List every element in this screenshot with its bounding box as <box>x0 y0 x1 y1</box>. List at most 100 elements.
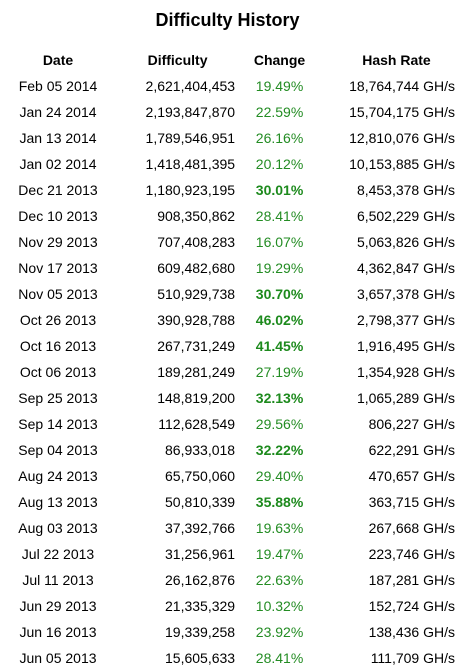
hash-rate-cell: 187,281 GH/s <box>368 572 455 588</box>
difficulty-cell: 37,392,766 <box>165 520 236 536</box>
date-cell: Jun 16 2013 <box>19 624 97 640</box>
hash-rate-cell: 806,227 GH/s <box>368 416 455 432</box>
hash-rate-cell: 138,436 GH/s <box>368 624 455 640</box>
table-row: Jan 24 2014 2,193,847,870 22.59% 15,704,175… <box>6 99 455 125</box>
table-row: Nov 05 2013 510,929,738 30.70% 3,657,378 GH… <box>6 281 455 307</box>
change-cell: 29.40% <box>255 468 304 484</box>
date-cell: Jun 05 2013 <box>19 650 97 666</box>
difficulty-cell: 26,162,876 <box>165 572 236 588</box>
date-cell: Oct 16 2013 <box>19 338 97 354</box>
change-cell: 28.41% <box>255 650 304 666</box>
change-cell: 22.59% <box>255 104 304 120</box>
hash-rate-cell: 622,291 GH/s <box>368 442 455 458</box>
hash-rate-cell: 1,065,289 GH/s <box>356 390 455 406</box>
change-cell: 20.12% <box>255 156 304 172</box>
difficulty-cell: 19,339,258 <box>165 624 236 640</box>
table-row: Oct 26 2013 390,928,788 46.02% 2,798,377 GH… <box>6 307 455 333</box>
date-cell: Aug 03 2013 <box>18 520 98 536</box>
hash-rate-cell: 470,657 GH/s <box>368 468 455 484</box>
difficulty-table: Date Difficulty Change Hash Rate Feb 05 … <box>6 47 455 671</box>
column-header-hash-rate: Hash Rate <box>362 52 431 68</box>
hash-rate-cell: 267,668 GH/s <box>368 520 455 536</box>
table-row: Sep 25 2013 148,819,200 32.13% 1,065,289 GH… <box>6 385 455 411</box>
date-cell: Jun 29 2013 <box>19 598 97 614</box>
difficulty-cell: 707,408,283 <box>157 234 236 250</box>
difficulty-cell: 31,256,961 <box>165 546 236 562</box>
date-cell: Jul 22 2013 <box>21 546 95 562</box>
date-cell: Jan 13 2014 <box>19 130 97 146</box>
date-cell: Nov 05 2013 <box>18 286 98 302</box>
difficulty-cell: 908,350,862 <box>157 208 236 224</box>
change-cell: 19.47% <box>255 546 304 562</box>
difficulty-cell: 1,418,481,395 <box>145 156 236 172</box>
difficulty-cell: 2,621,404,453 <box>145 78 236 94</box>
change-cell: 35.88% <box>255 494 304 510</box>
date-cell: Nov 29 2013 <box>18 234 98 250</box>
date-cell: Jul 11 2013 <box>22 572 94 588</box>
table-row: Aug 03 2013 37,392,766 19.63% 267,668 GH/s <box>6 515 455 541</box>
difficulty-cell: 148,819,200 <box>157 390 236 406</box>
table-row: Dec 21 2013 1,180,923,195 30.01% 8,453,378 … <box>6 177 455 203</box>
difficulty-cell: 50,810,339 <box>165 494 236 510</box>
hash-rate-cell: 223,746 GH/s <box>368 546 455 562</box>
table-row: Jul 22 2013 31,256,961 19.47% 223,746 GH/s <box>6 541 455 567</box>
table-row: Oct 16 2013 267,731,249 41.45% 1,916,495 GH… <box>6 333 455 359</box>
change-cell: 16.07% <box>255 234 304 250</box>
date-cell: Oct 06 2013 <box>19 364 97 380</box>
date-cell: Sep 25 2013 <box>18 390 98 406</box>
table-row: Aug 13 2013 50,810,339 35.88% 363,715 GH/s <box>6 489 455 515</box>
difficulty-cell: 15,605,633 <box>165 650 236 666</box>
table-row: Jun 29 2013 21,335,329 10.32% 152,724 GH/s <box>6 593 455 619</box>
table-row: Aug 24 2013 65,750,060 29.40% 470,657 GH/s <box>6 463 455 489</box>
date-cell: Sep 04 2013 <box>18 442 98 458</box>
hash-rate-cell: 10,153,885 GH/s <box>349 156 455 172</box>
date-cell: Nov 17 2013 <box>18 260 98 276</box>
date-cell: Aug 13 2013 <box>18 494 98 510</box>
difficulty-cell: 390,928,788 <box>157 312 236 328</box>
difficulty-cell: 267,731,249 <box>157 338 236 354</box>
hash-rate-cell: 4,362,847 GH/s <box>356 260 455 276</box>
table-row: Jun 16 2013 19,339,258 23.92% 138,436 GH/s <box>6 619 455 645</box>
hash-rate-cell: 5,063,826 GH/s <box>356 234 455 250</box>
difficulty-cell: 112,628,549 <box>158 416 236 432</box>
table-row: Jun 05 2013 15,605,633 28.41% 111,709 GH/s <box>6 645 455 671</box>
date-cell: Dec 10 2013 <box>18 208 98 224</box>
hash-rate-cell: 15,704,175 GH/s <box>349 104 455 120</box>
difficulty-cell: 1,789,546,951 <box>145 130 236 146</box>
hash-rate-cell: 2,798,377 GH/s <box>356 312 455 328</box>
column-header-change: Change <box>253 52 306 68</box>
column-header-difficulty: Difficulty <box>147 52 208 68</box>
change-cell: 29.56% <box>255 416 304 432</box>
table-row: Sep 14 2013 112,628,549 29.56% 806,227 GH/s <box>6 411 455 437</box>
difficulty-cell: 65,750,060 <box>165 468 236 484</box>
table-row: Jul 11 2013 26,162,876 22.63% 187,281 GH/s <box>6 567 455 593</box>
table-row: Jan 13 2014 1,789,546,951 26.16% 12,810,076… <box>6 125 455 151</box>
change-cell: 28.41% <box>255 208 304 224</box>
date-cell: Feb 05 2014 <box>18 78 98 94</box>
table-row: Dec 10 2013 908,350,862 28.41% 6,502,229 GH… <box>6 203 455 229</box>
change-cell: 10.32% <box>255 598 304 614</box>
hash-rate-cell: 8,453,378 GH/s <box>356 182 455 198</box>
hash-rate-cell: 1,916,495 GH/s <box>356 338 455 354</box>
hash-rate-cell: 111,709 GH/s <box>370 650 455 666</box>
change-cell: 19.63% <box>255 520 304 536</box>
table-row: Oct 06 2013 189,281,249 27.19% 1,354,928 GH… <box>6 359 455 385</box>
date-cell: Jan 24 2014 <box>19 104 97 120</box>
change-cell: 26.16% <box>255 130 304 146</box>
change-cell: 19.29% <box>255 260 304 276</box>
change-cell: 23.92% <box>255 624 304 640</box>
hash-rate-cell: 6,502,229 GH/s <box>356 208 455 224</box>
table-row: Sep 04 2013 86,933,018 32.22% 622,291 GH/s <box>6 437 455 463</box>
table-row: Nov 17 2013 609,482,680 19.29% 4,362,847 GH… <box>6 255 455 281</box>
hash-rate-cell: 152,724 GH/s <box>368 598 455 614</box>
change-cell: 32.13% <box>255 390 304 406</box>
hash-rate-cell: 3,657,378 GH/s <box>356 286 455 302</box>
date-cell: Jan 02 2014 <box>19 156 97 172</box>
change-cell: 32.22% <box>255 442 304 458</box>
hash-rate-cell: 18,764,744 GH/s <box>349 78 455 94</box>
change-cell: 41.45% <box>255 338 304 354</box>
date-cell: Sep 14 2013 <box>18 416 98 432</box>
table-header-row: Date Difficulty Change Hash Rate <box>6 47 455 73</box>
change-cell: 19.49% <box>255 78 304 94</box>
change-cell: 27.19% <box>255 364 304 380</box>
